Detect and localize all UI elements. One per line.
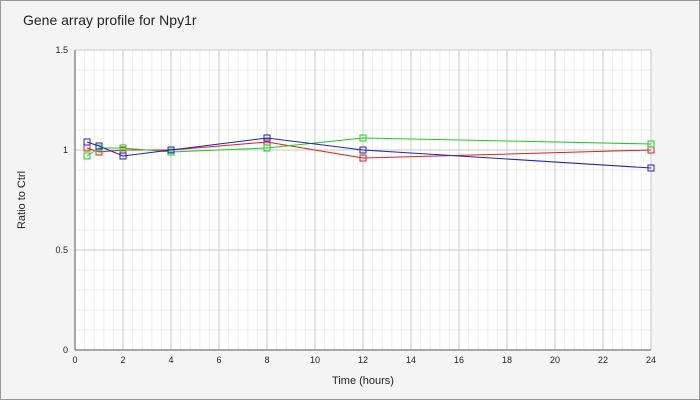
x-tick-label: 8 <box>264 355 269 365</box>
series-layer <box>83 134 655 172</box>
data-point <box>119 144 127 152</box>
x-axis-label: Time (hours) <box>332 375 394 387</box>
x-tick-label: 14 <box>406 355 416 365</box>
x-tick-label: 10 <box>310 355 320 365</box>
y-tick-label: 1 <box>63 145 68 155</box>
data-point <box>83 138 91 146</box>
data-point <box>263 144 271 152</box>
x-tick-label: 0 <box>72 355 77 365</box>
x-tick-label: 20 <box>550 355 560 365</box>
data-point <box>647 140 655 148</box>
x-tick-label: 2 <box>120 355 125 365</box>
data-point <box>83 152 91 160</box>
data-point <box>647 164 655 172</box>
y-tick-label: 0.5 <box>55 245 68 255</box>
data-point <box>359 146 367 154</box>
y-axis-label: Ratio to Ctrl <box>16 171 28 229</box>
data-point <box>263 134 271 142</box>
data-point <box>359 154 367 162</box>
y-tick-label: 1.5 <box>55 45 68 55</box>
chart-title: Gene array profile for Npy1r <box>23 12 197 28</box>
x-tick-label: 4 <box>168 355 173 365</box>
x-axis-ticks: 0 2 4 6 8 10 12 14 16 18 20 22 24 <box>72 355 656 365</box>
x-tick-label: 6 <box>216 355 221 365</box>
y-axis-ticks: 0 0.5 1 1.5 <box>55 45 68 355</box>
y-tick-label: 0 <box>63 345 68 355</box>
series-3 <box>83 134 655 172</box>
x-tick-label: 18 <box>502 355 512 365</box>
series-line <box>86 137 652 169</box>
x-tick-label: 16 <box>454 355 464 365</box>
data-point <box>95 142 103 150</box>
axes <box>74 50 651 351</box>
series-line <box>86 137 652 157</box>
data-point <box>167 146 175 154</box>
series-2 <box>83 134 655 160</box>
data-point <box>359 134 367 142</box>
x-tick-label: 22 <box>598 355 608 365</box>
data-point <box>119 152 127 160</box>
x-tick-label: 24 <box>646 355 656 365</box>
x-tick-label: 12 <box>358 355 368 365</box>
